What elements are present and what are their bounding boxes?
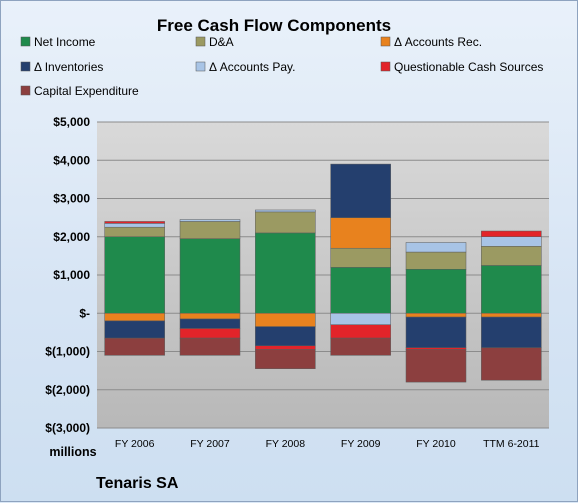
bar-questionable-cash-sources bbox=[104, 221, 165, 224]
bar-capital-expenditure bbox=[104, 337, 165, 356]
legend-swatch bbox=[20, 85, 31, 96]
legend-label: Capital Expenditure bbox=[34, 84, 139, 98]
bar-d-a bbox=[179, 221, 241, 239]
bar-capital-expenditure bbox=[179, 337, 241, 356]
x-tick-label: TTM 6-2011 bbox=[483, 438, 540, 450]
bar-accounts-pay bbox=[481, 236, 542, 247]
bar-questionable-cash-sources bbox=[330, 324, 391, 339]
bar-net-income bbox=[481, 265, 542, 314]
x-tick-label: FY 2010 bbox=[416, 438, 456, 450]
y-tick-label: $5,000 bbox=[53, 115, 90, 129]
bar-accounts-rec bbox=[255, 313, 316, 327]
bar-net-income bbox=[255, 232, 316, 314]
bar-questionable-cash-sources bbox=[481, 230, 542, 237]
company-label: Tenaris SA bbox=[96, 475, 179, 492]
bar-accounts-pay bbox=[179, 219, 241, 222]
legend-label: Net Income bbox=[34, 35, 96, 49]
legend-swatch bbox=[195, 61, 206, 72]
legend-swatch bbox=[380, 36, 391, 47]
bar-inventories bbox=[481, 316, 542, 348]
units-label: millions bbox=[49, 445, 96, 459]
bar-net-income bbox=[330, 267, 391, 314]
y-tick-label: $3,000 bbox=[53, 192, 90, 206]
y-tick-label: $(1,000) bbox=[45, 345, 90, 359]
x-axis-ticks: FY 2006 FY 2007 FY 2008 FY 2009 FY 2010 TTM 6… bbox=[115, 438, 540, 450]
x-tick-label: FY 2009 bbox=[341, 438, 381, 450]
bar-capital-expenditure bbox=[330, 337, 391, 356]
y-tick-label: $1,000 bbox=[53, 268, 90, 282]
legend-item-net-income: Net Income bbox=[20, 35, 96, 49]
bar-accounts-rec bbox=[330, 217, 391, 249]
y-tick-label: $2,000 bbox=[53, 230, 90, 244]
legend-swatch bbox=[380, 61, 391, 72]
bar-questionable-cash-sources bbox=[179, 328, 241, 339]
bar-inventories bbox=[405, 316, 467, 348]
bar-accounts-rec bbox=[481, 313, 542, 318]
legend-item-accounts-rec: Δ Accounts Rec. bbox=[380, 35, 482, 49]
legend: Net Income D&A Δ Accounts Rec. Δ Inventorie… bbox=[20, 35, 543, 98]
legend-label: Questionable Cash Sources bbox=[394, 60, 543, 74]
legend-swatch bbox=[20, 61, 31, 72]
bar-inventories bbox=[330, 163, 391, 218]
legend-item-questionable-cash-sources: Questionable Cash Sources bbox=[380, 60, 543, 74]
bar-net-income bbox=[104, 236, 165, 314]
legend-item-capital-expenditure: Capital Expenditure bbox=[20, 84, 139, 98]
bar-d-a bbox=[481, 246, 542, 266]
y-tick-label: $(3,000) bbox=[45, 421, 90, 435]
chart-title: Free Cash Flow Components bbox=[157, 16, 391, 35]
bar-capital-expenditure bbox=[481, 347, 542, 381]
legend-item-accounts-pay: Δ Accounts Pay. bbox=[195, 60, 296, 74]
legend-item-inventories: Δ Inventories bbox=[20, 60, 103, 74]
bar-accounts-pay bbox=[104, 223, 165, 228]
bar-capital-expenditure bbox=[255, 349, 316, 369]
bar-inventories bbox=[255, 326, 316, 347]
bar-accounts-rec bbox=[179, 313, 241, 320]
gridlines bbox=[97, 121, 549, 429]
bars bbox=[104, 163, 542, 383]
legend-label: Δ Accounts Rec. bbox=[394, 35, 482, 49]
bar-d-a bbox=[255, 211, 316, 234]
y-tick-label: $4,000 bbox=[53, 153, 90, 167]
legend-label: Δ Accounts Pay. bbox=[209, 60, 296, 74]
legend-label: Δ Inventories bbox=[34, 60, 103, 74]
bar-questionable-cash-sources bbox=[255, 345, 316, 350]
bar-inventories bbox=[179, 318, 241, 329]
bar-d-a bbox=[104, 226, 165, 237]
bar-accounts-rec bbox=[104, 313, 165, 322]
bar-accounts-rec bbox=[405, 313, 467, 318]
bar-accounts-pay bbox=[255, 209, 316, 213]
legend-swatch bbox=[20, 36, 31, 47]
y-tick-label: $- bbox=[79, 306, 90, 320]
bar-questionable-cash-sources bbox=[405, 347, 467, 350]
legend-item-d-a: D&A bbox=[195, 35, 234, 49]
bar-net-income bbox=[405, 269, 467, 314]
x-tick-label: FY 2006 bbox=[115, 438, 155, 450]
bar-capital-expenditure bbox=[405, 349, 467, 383]
x-tick-label: FY 2007 bbox=[190, 438, 230, 450]
bar-accounts-pay bbox=[405, 242, 467, 253]
x-tick-label: FY 2008 bbox=[266, 438, 306, 450]
bar-d-a bbox=[405, 251, 467, 270]
y-axis-ticks: $5,000 $4,000 $3,000 $2,000 $1,000 $- $(1,000)… bbox=[45, 115, 90, 435]
legend-label: D&A bbox=[209, 35, 234, 49]
y-tick-label: $(2,000) bbox=[45, 383, 90, 397]
legend-swatch bbox=[195, 36, 206, 47]
bar-d-a bbox=[330, 247, 391, 268]
bar-net-income bbox=[179, 238, 241, 314]
bar-inventories bbox=[104, 320, 165, 339]
bar-accounts-pay bbox=[330, 313, 391, 325]
